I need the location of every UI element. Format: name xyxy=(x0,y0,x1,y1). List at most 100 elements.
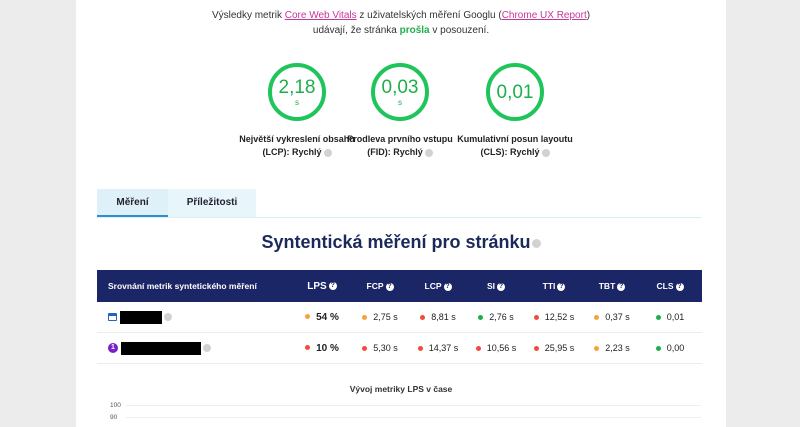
cell-lcp: 8,81 s xyxy=(409,312,467,322)
status-dot xyxy=(533,315,539,321)
help-icon[interactable]: ? xyxy=(617,282,626,291)
gridline xyxy=(126,405,701,406)
cell-value: 25,95 s xyxy=(544,343,575,353)
help-icon[interactable]: ? xyxy=(328,282,337,291)
status-dot xyxy=(475,346,481,352)
tab-prilezitosti[interactable]: Příležitosti xyxy=(168,189,256,217)
help-icon[interactable] xyxy=(203,344,211,352)
metric-value: 0,01 xyxy=(496,81,534,103)
metric-unit: s xyxy=(398,97,402,107)
header-si: SI? xyxy=(467,281,525,291)
cell-value: 10,56 s xyxy=(486,343,517,353)
header-fcp: FCP? xyxy=(351,281,409,291)
metric-label-line2: (CLS): Rychlý xyxy=(480,147,540,157)
cell-lps: 54 % xyxy=(293,312,351,323)
intro-text-3: ) xyxy=(586,10,591,21)
status-dot xyxy=(478,315,484,321)
y-tick-label: 90 xyxy=(110,414,118,421)
help-icon[interactable]: ? xyxy=(497,282,506,291)
intro-text: Výsledky metrik Core Web Vitals z uživat… xyxy=(76,8,726,38)
table-row: 1 10 % 5,30 s 14,37 s 10,56 s 25,95 s 2,… xyxy=(97,333,702,364)
help-icon[interactable]: ? xyxy=(443,282,452,291)
cell-value: 14,37 s xyxy=(428,343,459,353)
metric-unit: s xyxy=(295,97,299,107)
metric-label-line2: (LCP): Rychlý xyxy=(262,147,322,157)
header-cls: CLS? xyxy=(641,281,699,291)
cell-value: 12,52 s xyxy=(544,312,575,322)
core-web-vitals-link[interactable]: Core Web Vitals xyxy=(284,10,357,21)
cell-value: 5,30 s xyxy=(373,343,398,353)
help-icon[interactable] xyxy=(541,148,550,157)
help-icon[interactable] xyxy=(323,148,332,157)
status-dot xyxy=(655,346,661,352)
cell-tbt: 0,37 s xyxy=(583,312,641,322)
cell-lps: 10 % xyxy=(293,343,351,354)
status-dot xyxy=(420,315,426,321)
chrome-ux-report-link[interactable]: Chrome UX Report xyxy=(501,10,587,21)
metric-label: Největší vykreslení obsahu (LCP): Rychlý xyxy=(232,133,362,159)
status-dot xyxy=(362,346,368,352)
row-competitor: 1 xyxy=(97,341,293,355)
cell-value: 2,75 s xyxy=(373,312,398,322)
cell-fcp: 5,30 s xyxy=(351,343,409,353)
intro-text-1: Výsledky metrik xyxy=(211,10,285,21)
cell-value: 8,81 s xyxy=(431,312,456,322)
cell-value: 0,01 xyxy=(666,312,685,322)
metric-ring: 2,18 s xyxy=(268,63,326,121)
redacted-url[interactable] xyxy=(121,341,201,355)
status-dot xyxy=(305,314,311,320)
cell-lcp: 14,37 s xyxy=(409,343,467,353)
header-cls-label: CLS xyxy=(656,281,674,291)
cell-value: 0,00 xyxy=(666,343,685,353)
help-icon[interactable]: ? xyxy=(675,282,684,291)
header-tti-label: TTI xyxy=(542,281,556,291)
metric-value: 2,18 xyxy=(278,76,316,98)
status-dot xyxy=(362,315,368,321)
tab-mereni[interactable]: Měření xyxy=(97,189,168,217)
y-tick-label: 100 xyxy=(110,402,121,409)
gridline xyxy=(126,417,701,418)
help-icon[interactable]: ? xyxy=(557,282,566,291)
cell-value: 0,37 s xyxy=(605,312,630,322)
cell-fcp: 2,75 s xyxy=(351,312,409,322)
metric-label-line1: Kumulativní posun layoutu xyxy=(457,134,573,144)
header-fcp-label: FCP xyxy=(366,281,384,291)
help-icon[interactable]: ? xyxy=(385,282,394,291)
header-tbt-label: TBT xyxy=(598,281,616,291)
help-icon[interactable] xyxy=(531,238,541,248)
help-icon[interactable] xyxy=(164,313,172,321)
status-dot xyxy=(594,315,600,321)
help-icon[interactable] xyxy=(424,148,433,157)
cell-si: 10,56 s xyxy=(467,343,525,353)
status-dot xyxy=(594,346,600,352)
header-tti: TTI? xyxy=(525,281,583,291)
lps-chart-title: Vývoj metriky LPS v čase xyxy=(349,384,453,394)
header-si-label: SI xyxy=(486,281,496,291)
cell-cls: 0,01 xyxy=(641,312,699,322)
status-dot xyxy=(655,315,661,321)
metric-ring: 0,03 s xyxy=(371,63,429,121)
metric-cls: 0,01 Kumulativní posun layoutu (CLS): Ry… xyxy=(450,63,580,159)
header-comparison: Srovnání metrik syntetického měření xyxy=(108,281,257,291)
competitor-number-badge: 1 xyxy=(108,343,118,353)
redacted-url[interactable] xyxy=(120,310,162,324)
intro-text-4: udávají, že stránka xyxy=(312,25,400,36)
metric-label-line2: (FID): Rychlý xyxy=(367,147,423,157)
metric-label-line1: Největší vykreslení obsahu xyxy=(239,134,355,144)
metric-label: Prodleva prvního vstupu (FID): Rychlý xyxy=(335,133,465,159)
metric-label-line1: Prodleva prvního vstupu xyxy=(347,134,453,144)
header-lcp: LCP? xyxy=(409,281,467,291)
metric-label: Kumulativní posun layoutu (CLS): Rychlý xyxy=(450,133,580,159)
header-lps: LPS? xyxy=(293,281,351,292)
row-site xyxy=(97,310,293,324)
tab-bar: Měření Příležitosti xyxy=(97,189,701,218)
cell-value: 10 % xyxy=(316,342,339,354)
table-row: 54 % 2,75 s 8,81 s 2,76 s 12,52 s 0,37 s… xyxy=(97,302,702,333)
status-dot xyxy=(533,346,539,352)
cell-cls: 0,00 xyxy=(641,343,699,353)
cell-tbt: 2,23 s xyxy=(583,343,641,353)
cell-si: 2,76 s xyxy=(467,312,525,322)
metric-value: 0,03 xyxy=(381,76,419,98)
browser-window-icon xyxy=(108,313,117,321)
pass-status: prošla xyxy=(399,25,430,36)
